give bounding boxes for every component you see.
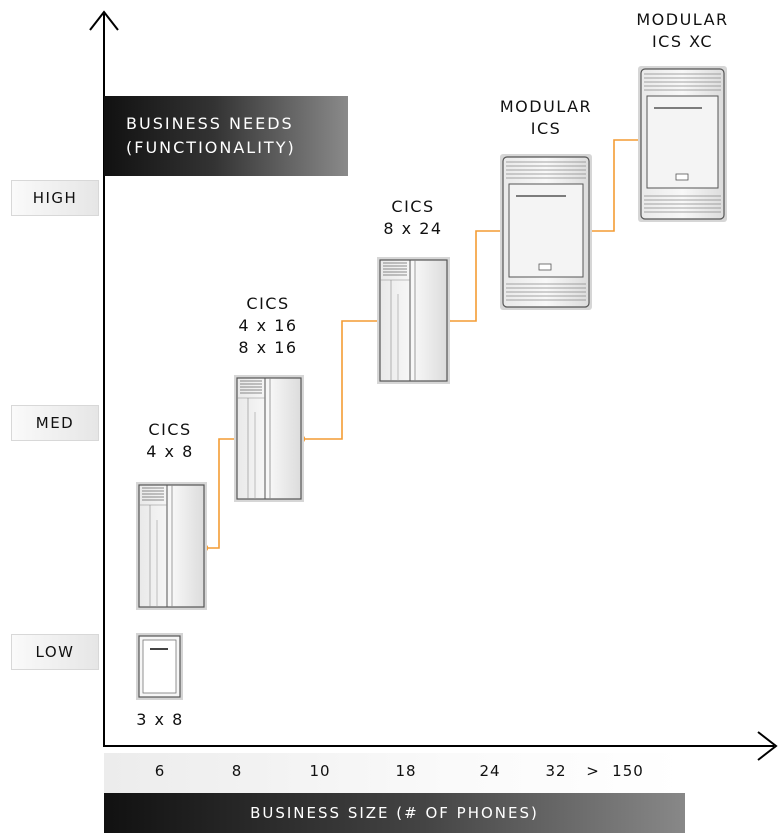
product-label-cics-8x16: CICS 4 x 16 8 x 16 [223, 293, 313, 359]
product-label-line: CICS [391, 197, 435, 216]
product-label-line: 8 x 16 [238, 338, 298, 357]
y-axis-title-line1: BUSINESS NEEDS [126, 114, 294, 133]
product-label-line: ICS [530, 119, 562, 138]
product-label-cics-8x24: CICS 8 x 24 [368, 196, 458, 240]
level-high: HIGH [11, 180, 99, 216]
x-tick: 18 [395, 762, 417, 780]
x-axis-title: BUSINESS SIZE (# OF PHONES) [104, 793, 685, 833]
product-label-3x8: 3 x 8 [120, 709, 200, 731]
product-label-line: 4 x 16 [238, 316, 298, 335]
product-label-line: 4 x 8 [146, 442, 194, 461]
x-axis-tick-bar [104, 753, 685, 793]
x-tick: 150 [612, 762, 644, 780]
y-axis-title-line2: (FUNCTIONALITY) [126, 138, 296, 157]
y-axis-title: BUSINESS NEEDS (FUNCTIONALITY) [104, 96, 348, 176]
product-label-line: CICS [148, 420, 192, 439]
x-tick-separator: > [586, 762, 600, 780]
cics-8x24-icon [377, 257, 450, 384]
x-tick: 6 [154, 762, 166, 780]
product-label-line: MODULAR [499, 97, 593, 116]
x-tick: 8 [231, 762, 243, 780]
cics-8x16-icon [234, 375, 304, 502]
modular-ics-xc-icon [638, 66, 727, 222]
product-label-line: 8 x 24 [383, 219, 443, 238]
product-label-line: CICS [246, 294, 290, 313]
product-label-line: MODULAR [636, 10, 729, 29]
product-label-line: 3 x 8 [136, 710, 184, 729]
x-tick: 24 [479, 762, 501, 780]
cics-4x8-icon [136, 482, 207, 610]
x-tick: 10 [309, 762, 331, 780]
product-label-modular-ics-xc: MODULAR ICS XC [620, 9, 745, 53]
product-label-modular-ics: MODULAR ICS [486, 96, 606, 140]
level-low: LOW [11, 634, 99, 670]
product-label-line: ICS XC [651, 32, 714, 51]
level-med: MED [11, 405, 99, 441]
modular-ics-icon [500, 154, 592, 310]
product-label-cics-4x8: CICS 4 x 8 [130, 419, 210, 463]
unit-3x8-icon [136, 633, 183, 700]
x-tick: 32 [545, 762, 567, 780]
